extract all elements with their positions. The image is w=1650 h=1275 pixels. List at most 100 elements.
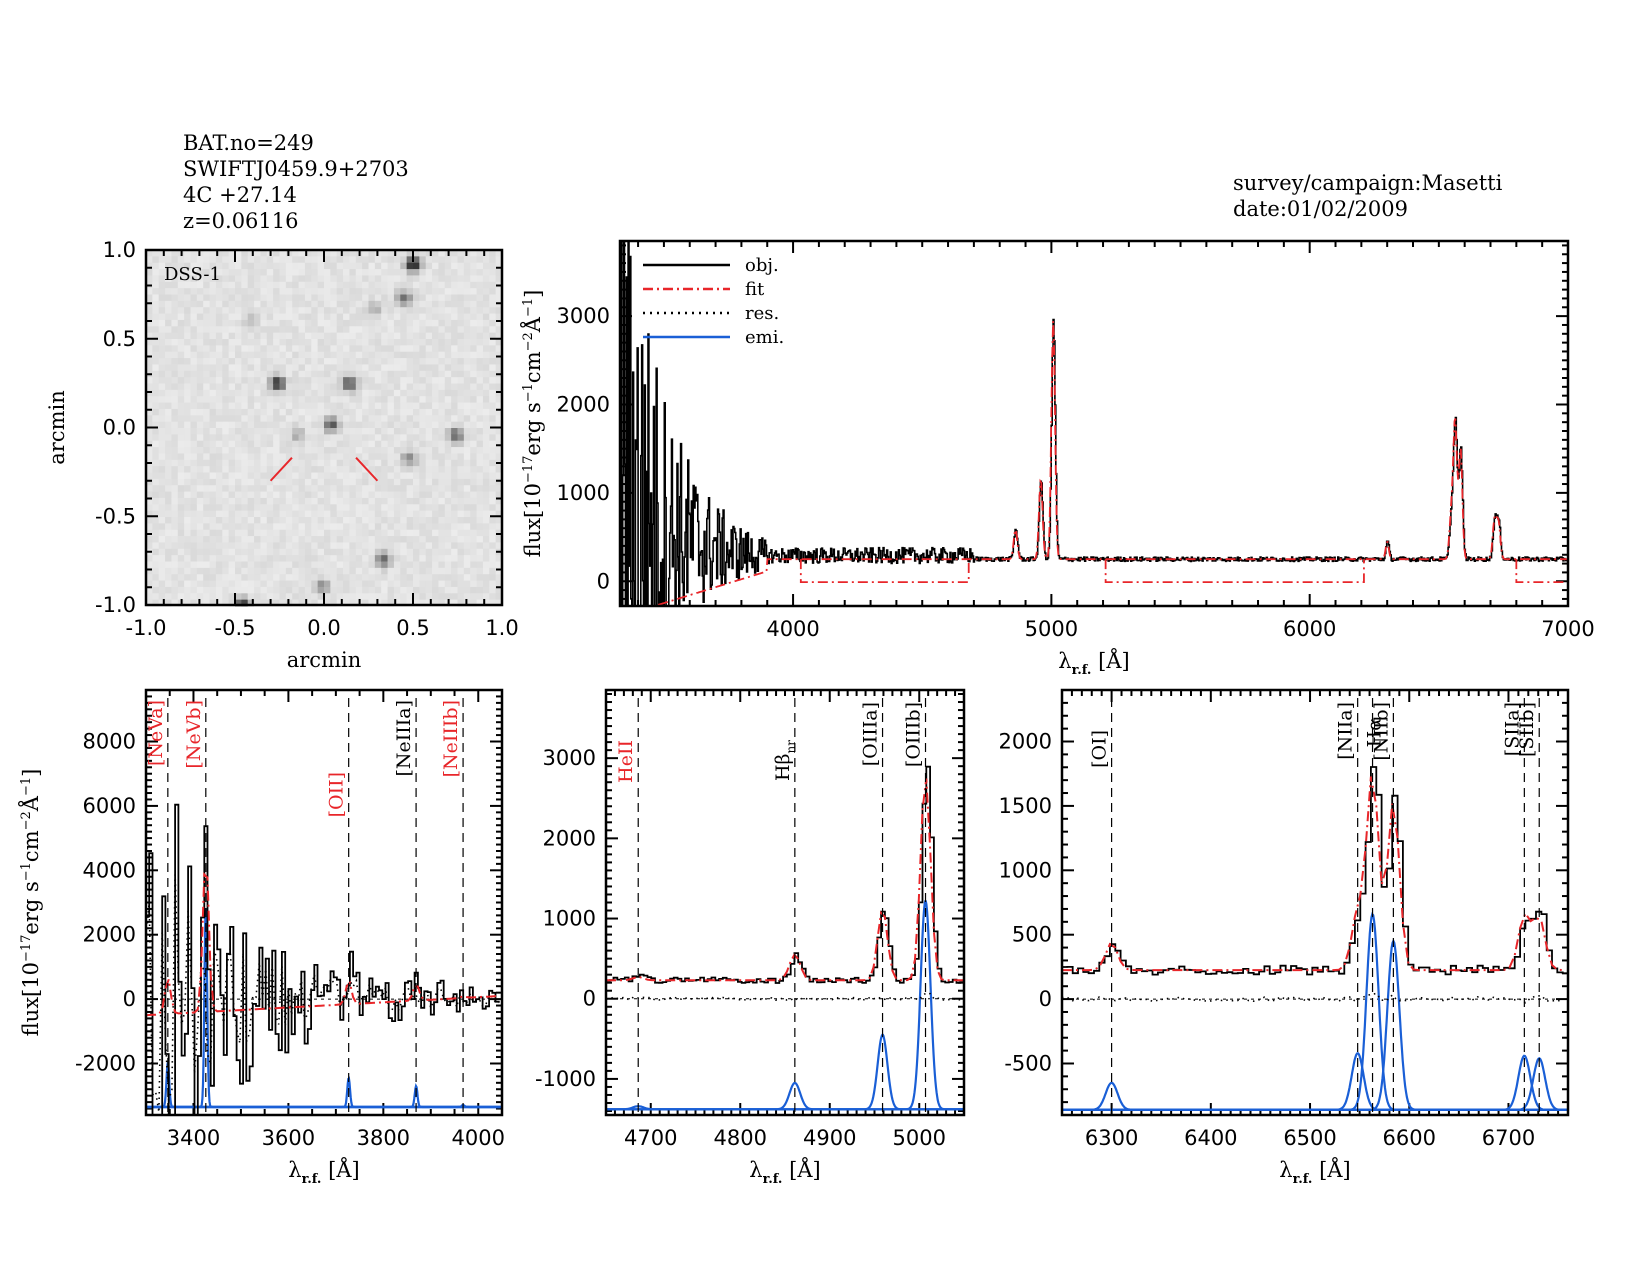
image-pixel (209, 408, 217, 416)
image-pixel (228, 408, 236, 416)
image-pixel (209, 599, 217, 607)
image-pixel (457, 497, 465, 505)
image-pixel (184, 586, 191, 594)
image-pixel (304, 440, 312, 448)
image-pixel (184, 567, 191, 575)
image-pixel (470, 377, 478, 384)
image-pixel (152, 548, 160, 556)
image-pixel (215, 313, 223, 321)
image-pixel (260, 364, 268, 372)
image-pixel (349, 319, 357, 327)
image-pixel (165, 345, 172, 353)
image-pixel (413, 402, 420, 410)
image-pixel (489, 421, 497, 429)
image-pixel (241, 542, 249, 550)
image-pixel (215, 415, 223, 423)
image-pixel (425, 580, 433, 588)
image-pixel (266, 307, 274, 315)
image-pixel (190, 517, 198, 524)
image-pixel (247, 408, 255, 416)
image-pixel (254, 313, 261, 321)
image-pixel (311, 408, 319, 416)
image-pixel (324, 548, 331, 556)
image-pixel (482, 326, 490, 334)
emission-component (1062, 1054, 1568, 1111)
image-pixel (336, 326, 344, 334)
image-pixel (158, 358, 166, 365)
image-pixel (451, 447, 458, 454)
image-pixel (438, 351, 446, 359)
image-pixel (489, 459, 497, 467)
image-pixel (349, 256, 357, 264)
image-pixel (203, 364, 211, 372)
image-pixel (368, 599, 376, 607)
image-pixel (285, 428, 293, 435)
image-pixel (495, 440, 503, 448)
image-pixel (381, 421, 389, 429)
image-pixel (381, 536, 389, 543)
image-pixel (482, 523, 490, 531)
image-pixel (495, 396, 503, 404)
image-pixel (196, 504, 204, 512)
image-pixel (349, 478, 357, 486)
image-pixel (438, 485, 446, 493)
image-pixel (362, 529, 369, 537)
image-pixel (158, 377, 166, 384)
image-pixel (362, 434, 369, 442)
image-pixel (362, 339, 369, 346)
x-tick-label: -0.5 (215, 616, 256, 640)
image-pixel (146, 313, 153, 321)
image-pixel (406, 485, 414, 493)
image-pixel (304, 510, 312, 518)
image-pixel (470, 555, 478, 562)
image-pixel (165, 466, 172, 473)
image-pixel (177, 580, 185, 588)
image-pixel (432, 294, 439, 302)
image-pixel (273, 561, 280, 569)
image-pixel (254, 351, 261, 359)
image-pixel (177, 319, 185, 327)
image-pixel (368, 428, 376, 435)
image-pixel (368, 307, 376, 315)
image-pixel (374, 428, 382, 435)
image-pixel (279, 332, 287, 340)
image-pixel (235, 262, 242, 270)
image-pixel (273, 428, 280, 435)
image-pixel (203, 478, 211, 486)
image-pixel (241, 440, 249, 448)
image-pixel (203, 523, 211, 531)
image-pixel (215, 453, 223, 461)
image-pixel (451, 256, 458, 264)
image-pixel (457, 574, 465, 582)
image-pixel (171, 434, 179, 442)
x-axis-label: λr.f. [Å] (1058, 648, 1129, 678)
image-pixel (400, 491, 408, 499)
image-pixel (457, 313, 465, 321)
image-pixel (381, 497, 389, 505)
image-pixel (438, 364, 446, 372)
image-pixel (292, 434, 300, 442)
image-pixel (463, 345, 471, 353)
image-pixel (495, 358, 503, 365)
image-pixel (374, 383, 382, 391)
image-pixel (374, 396, 382, 404)
image-pixel (381, 542, 389, 550)
image-pixel (336, 421, 344, 429)
image-pixel (470, 300, 478, 308)
image-pixel (235, 491, 242, 499)
image-pixel (451, 536, 458, 543)
image-pixel (196, 269, 204, 276)
image-pixel (362, 358, 369, 365)
image-pixel (171, 358, 179, 365)
image-pixel (387, 472, 395, 480)
image-pixel (476, 358, 484, 365)
image-pixel (171, 586, 179, 594)
image-pixel (152, 300, 160, 308)
image-pixel (457, 307, 465, 315)
image-pixel (419, 262, 427, 270)
image-pixel (266, 453, 274, 461)
image-pixel (235, 580, 242, 588)
image-pixel (228, 364, 236, 372)
image-pixel (165, 358, 172, 365)
image-pixel (495, 339, 503, 346)
